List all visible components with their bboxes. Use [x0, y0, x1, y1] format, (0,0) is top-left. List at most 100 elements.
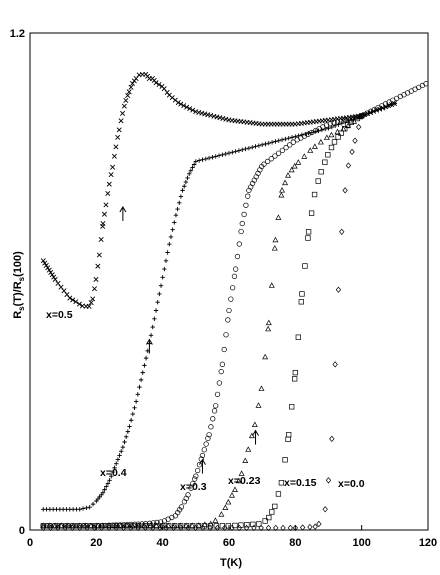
axis-ticks: 0 20 40 60 80 100 120 0 1.2 — [10, 28, 437, 549]
data-point — [165, 250, 170, 255]
data-point — [58, 522, 65, 529]
data-point — [346, 116, 352, 122]
data-point — [322, 159, 328, 165]
data-point — [222, 504, 229, 510]
data-point — [43, 262, 49, 268]
data-point — [123, 522, 130, 529]
data-point — [261, 161, 267, 167]
data-point — [236, 524, 242, 532]
data-point — [275, 214, 282, 220]
data-point — [192, 476, 198, 482]
data-point — [316, 520, 322, 528]
data-point — [243, 202, 249, 208]
arrow-layer — [119, 205, 259, 474]
data-point — [154, 523, 160, 529]
data-point — [135, 524, 141, 532]
data-point — [318, 169, 324, 175]
data-point — [339, 228, 345, 235]
data-point — [278, 480, 285, 486]
data-point — [251, 524, 257, 532]
data-point — [195, 522, 202, 528]
data-point — [106, 181, 112, 187]
data-point — [299, 524, 306, 531]
data-point — [167, 242, 172, 247]
data-point — [105, 522, 112, 529]
data-point — [322, 506, 328, 513]
data-point — [88, 522, 95, 529]
data-point — [268, 282, 275, 288]
data-point — [55, 280, 61, 286]
data-point — [236, 148, 242, 153]
data-point — [200, 524, 206, 532]
data-point — [45, 265, 51, 271]
data-point — [135, 521, 141, 527]
data-point — [76, 523, 82, 529]
data-point — [259, 142, 265, 148]
data-point — [73, 523, 79, 529]
data-point — [190, 480, 196, 487]
data-point — [150, 520, 157, 526]
data-point — [113, 524, 119, 532]
data-point — [196, 462, 203, 468]
data-point — [105, 190, 111, 197]
data-point — [176, 507, 183, 513]
data-point — [214, 524, 221, 532]
data-point — [105, 481, 111, 486]
data-point — [106, 523, 112, 529]
series-label: x=0.15 — [284, 477, 317, 489]
series-label: x=0.4 — [100, 467, 127, 479]
data-point — [256, 521, 262, 527]
data-point — [133, 76, 139, 82]
data-point — [225, 317, 231, 323]
data-point — [104, 484, 109, 489]
data-point — [132, 405, 137, 411]
data-point — [120, 524, 127, 532]
data-point — [128, 524, 134, 532]
data-point — [232, 522, 238, 529]
data-point — [269, 140, 275, 145]
data-point — [180, 188, 185, 193]
data-point — [222, 524, 228, 532]
data-point — [185, 175, 190, 181]
data-point — [152, 316, 157, 321]
data-point — [332, 361, 338, 368]
data-point — [295, 159, 302, 165]
x-tick-label: 40 — [157, 537, 169, 549]
data-point — [187, 171, 192, 177]
data-point — [136, 523, 142, 529]
data-point — [279, 147, 286, 154]
data-point — [242, 457, 249, 463]
data-point — [229, 285, 236, 291]
data-point — [208, 112, 214, 118]
data-point — [298, 299, 304, 305]
data-point — [122, 439, 127, 445]
data-point — [262, 518, 268, 524]
data-point — [117, 522, 124, 529]
data-point — [357, 113, 363, 120]
x-tick-label: 0 — [27, 537, 33, 549]
data-point — [345, 122, 352, 129]
data-point — [292, 524, 298, 532]
data-point — [311, 191, 318, 198]
data-point — [203, 156, 208, 162]
data-point — [292, 376, 298, 382]
data-point — [190, 165, 195, 170]
data-point — [123, 434, 129, 440]
data-point — [170, 227, 175, 232]
data-point — [266, 514, 272, 521]
series-x — [40, 71, 398, 309]
data-point — [123, 97, 129, 104]
data-point — [214, 114, 220, 120]
data-point — [234, 253, 241, 260]
data-point — [120, 444, 126, 450]
series-label: x=0.5 — [46, 309, 73, 321]
x-axis-title: T(K) — [220, 557, 242, 569]
data-point — [325, 477, 332, 484]
data-point — [200, 157, 205, 162]
data-point — [218, 511, 225, 517]
data-point — [282, 179, 289, 186]
data-point — [236, 241, 242, 247]
data-point — [192, 524, 199, 532]
data-point — [178, 101, 184, 107]
data-point — [178, 194, 184, 199]
